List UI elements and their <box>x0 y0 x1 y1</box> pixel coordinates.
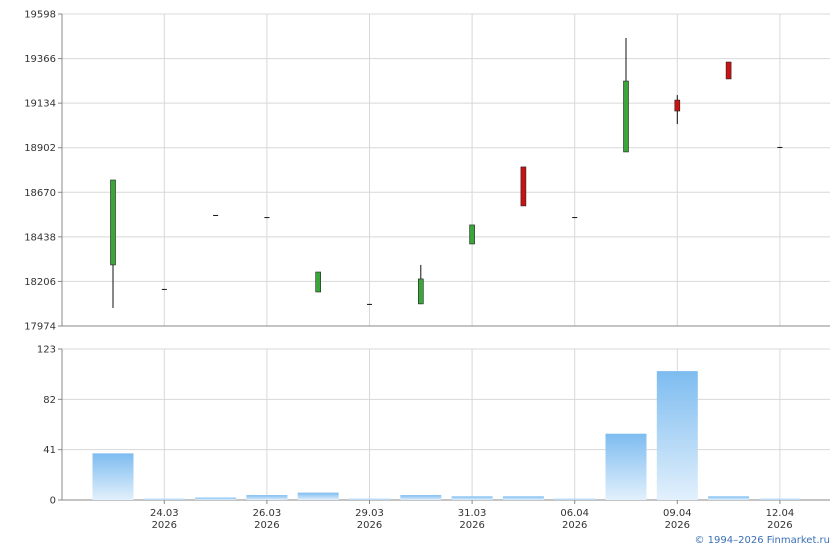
volume-bar <box>400 495 442 500</box>
volume-bar <box>143 498 185 500</box>
volume-bar <box>605 433 647 500</box>
y-tick-label: 18670 <box>24 188 56 199</box>
candle-body <box>110 179 116 266</box>
volume-bar <box>246 495 288 500</box>
volume-bar <box>708 496 750 500</box>
x-tick-year: 2026 <box>665 520 690 531</box>
x-tick-label: 29.03 <box>355 508 384 519</box>
x-tick-label: 26.03 <box>253 508 282 519</box>
y-tick-label: 123 <box>37 345 56 356</box>
candle-body <box>777 146 783 148</box>
candle-body <box>161 288 167 290</box>
candle-body <box>367 303 372 305</box>
y-tick-label: 18206 <box>24 277 56 288</box>
y-tick-label: 82 <box>43 395 56 406</box>
y-tick-label: 17974 <box>24 322 56 333</box>
y-tick-label: 18438 <box>24 232 56 243</box>
candle-body <box>417 278 424 305</box>
y-tick-label: 19134 <box>24 99 56 110</box>
x-tick-label: 31.03 <box>458 508 487 519</box>
x-tick-label: 09.04 <box>663 508 692 519</box>
candle-body <box>520 166 527 207</box>
x-tick-label: 12.04 <box>766 508 795 519</box>
x-tick-year: 2026 <box>357 520 382 531</box>
x-tick-label: 06.04 <box>560 508 589 519</box>
x-tick-year: 2026 <box>152 520 177 531</box>
y-tick-label: 19598 <box>24 10 56 21</box>
volume-bar <box>502 496 544 500</box>
candle-body <box>623 80 629 153</box>
y-tick-label: 19366 <box>24 54 56 65</box>
volume-bar <box>349 498 390 500</box>
x-tick-year: 2026 <box>459 520 484 531</box>
y-tick-label: 18902 <box>24 143 56 154</box>
candle-body <box>213 214 219 216</box>
volume-bar <box>297 492 339 500</box>
y-tick-label: 41 <box>43 445 56 456</box>
volume-bar <box>195 497 237 500</box>
volume-bar <box>451 496 493 500</box>
y-tick-label: 0 <box>50 496 56 507</box>
volume-bar <box>656 371 698 500</box>
candle-body <box>315 271 322 293</box>
candle-body <box>674 99 681 112</box>
x-tick-label: 24.03 <box>150 508 179 519</box>
x-tick-year: 2026 <box>562 520 587 531</box>
candle-body <box>264 217 270 219</box>
volume-bar <box>759 498 801 500</box>
candle-body <box>572 217 578 219</box>
volume-bar <box>92 453 134 500</box>
candle-body <box>469 224 475 245</box>
volume-bar <box>554 498 596 500</box>
x-tick-year: 2026 <box>254 520 279 531</box>
candle-body <box>725 61 732 80</box>
footer: © 1994–2026 Finmarket.ru <box>694 535 830 546</box>
x-tick-year: 2026 <box>767 520 792 531</box>
